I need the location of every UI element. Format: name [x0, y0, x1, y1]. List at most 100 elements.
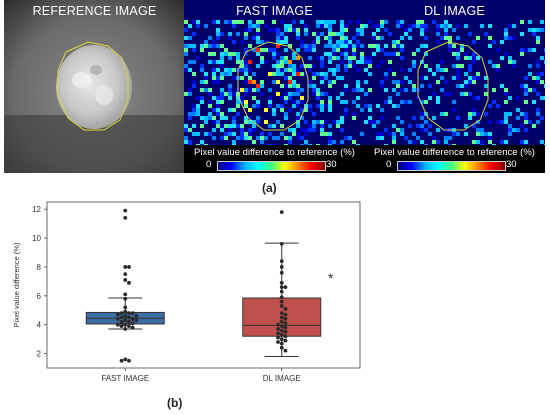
data-point — [119, 315, 124, 320]
data-point — [283, 306, 288, 311]
data-point — [134, 318, 139, 323]
data-point — [127, 265, 131, 269]
data-point — [123, 314, 128, 318]
data-point — [123, 309, 128, 314]
data-point — [283, 330, 288, 334]
data-point — [283, 334, 288, 339]
data-point — [283, 321, 288, 326]
data-point — [283, 312, 288, 317]
data-point — [123, 322, 128, 327]
data-point — [279, 259, 284, 264]
data-point — [276, 327, 280, 331]
data-point — [276, 335, 280, 340]
colorbar-max: 30 — [506, 159, 517, 170]
data-point — [283, 325, 288, 330]
figure-label-a: (a) — [262, 181, 277, 195]
data-point — [279, 265, 284, 269]
panel-title: REFERENCE IMAGE — [32, 4, 157, 18]
data-point — [279, 311, 284, 316]
data-point — [279, 280, 284, 285]
data-point — [276, 340, 280, 344]
data-point — [279, 270, 284, 275]
data-point — [123, 305, 128, 310]
data-point — [130, 311, 135, 316]
data-point — [283, 317, 288, 321]
data-point — [123, 278, 128, 282]
fast-image-panel: FAST IMAGE Pixel value difference to ref… — [184, 0, 365, 173]
data-point — [130, 317, 135, 321]
y-axis-label: Pixel value difference (%) — [12, 242, 21, 327]
data-point — [279, 337, 284, 342]
significance-marker: * — [328, 270, 334, 286]
data-point — [127, 319, 131, 324]
data-point — [119, 311, 124, 316]
plot-area — [46, 201, 361, 369]
reference-mri-image — [4, 0, 185, 173]
fast-difference-map — [184, 0, 365, 173]
data-point — [279, 285, 284, 290]
dl-image-panel: DL IMAGE Pixel value difference to refer… — [364, 0, 545, 173]
colorbar-label: Pixel value difference to reference (%) — [194, 147, 355, 158]
data-point — [123, 215, 128, 220]
data-point — [127, 315, 131, 320]
data-point — [279, 299, 284, 304]
data-point — [123, 265, 128, 269]
data-point — [279, 315, 284, 320]
data-point — [279, 328, 284, 333]
x-tick-label: DL IMAGE — [263, 374, 301, 383]
data-point — [134, 314, 139, 318]
x-tick-label: FAST IMAGE — [101, 374, 149, 383]
y-tick-label: 8 — [37, 263, 42, 272]
data-point — [279, 241, 284, 246]
data-point — [279, 345, 284, 350]
data-point — [127, 311, 131, 316]
data-point — [127, 280, 131, 285]
data-point — [276, 331, 280, 336]
data-point — [123, 296, 128, 301]
data-point — [115, 312, 120, 317]
colorbar-max: 30 — [326, 159, 337, 170]
data-point — [119, 324, 124, 329]
data-point — [127, 358, 131, 363]
data-point — [279, 324, 284, 329]
data-point — [123, 272, 128, 277]
data-point — [123, 318, 128, 323]
data-point — [123, 208, 128, 213]
y-tick-label: 12 — [32, 205, 41, 214]
data-point — [279, 295, 284, 300]
data-point — [115, 322, 120, 327]
dl-difference-map — [364, 0, 545, 173]
colorbar-label: Pixel value difference to reference (%) — [374, 147, 535, 158]
data-point — [283, 285, 288, 290]
data-point — [130, 325, 135, 330]
figure-label-b: (b) — [167, 396, 183, 410]
data-point — [279, 332, 284, 337]
data-point — [115, 317, 120, 321]
data-point — [123, 327, 128, 331]
panel-title: FAST IMAGE — [236, 4, 313, 18]
data-point — [119, 319, 124, 324]
colorbar-min: 0 — [386, 159, 392, 170]
reference-image-panel: REFERENCE IMAGE — [4, 0, 185, 173]
data-point — [279, 289, 284, 294]
data-point — [276, 322, 280, 327]
y-tick-label: 6 — [37, 292, 42, 301]
data-point — [123, 292, 128, 297]
data-point — [123, 357, 128, 362]
colorbar: 0 30 — [184, 159, 365, 171]
data-point — [283, 348, 288, 353]
y-tick-label: 4 — [37, 321, 42, 330]
y-tick-label: 2 — [37, 350, 42, 359]
colorbar-gradient — [217, 161, 326, 171]
panel-title: DL IMAGE — [424, 4, 485, 18]
data-point — [119, 358, 124, 363]
colorbar: 0 30 — [364, 159, 545, 171]
data-point — [279, 319, 284, 324]
y-tick-label: 10 — [32, 234, 41, 243]
data-point — [279, 341, 284, 346]
data-point — [283, 338, 288, 343]
data-point — [279, 210, 284, 215]
data-point — [130, 321, 135, 326]
data-point — [279, 304, 284, 308]
